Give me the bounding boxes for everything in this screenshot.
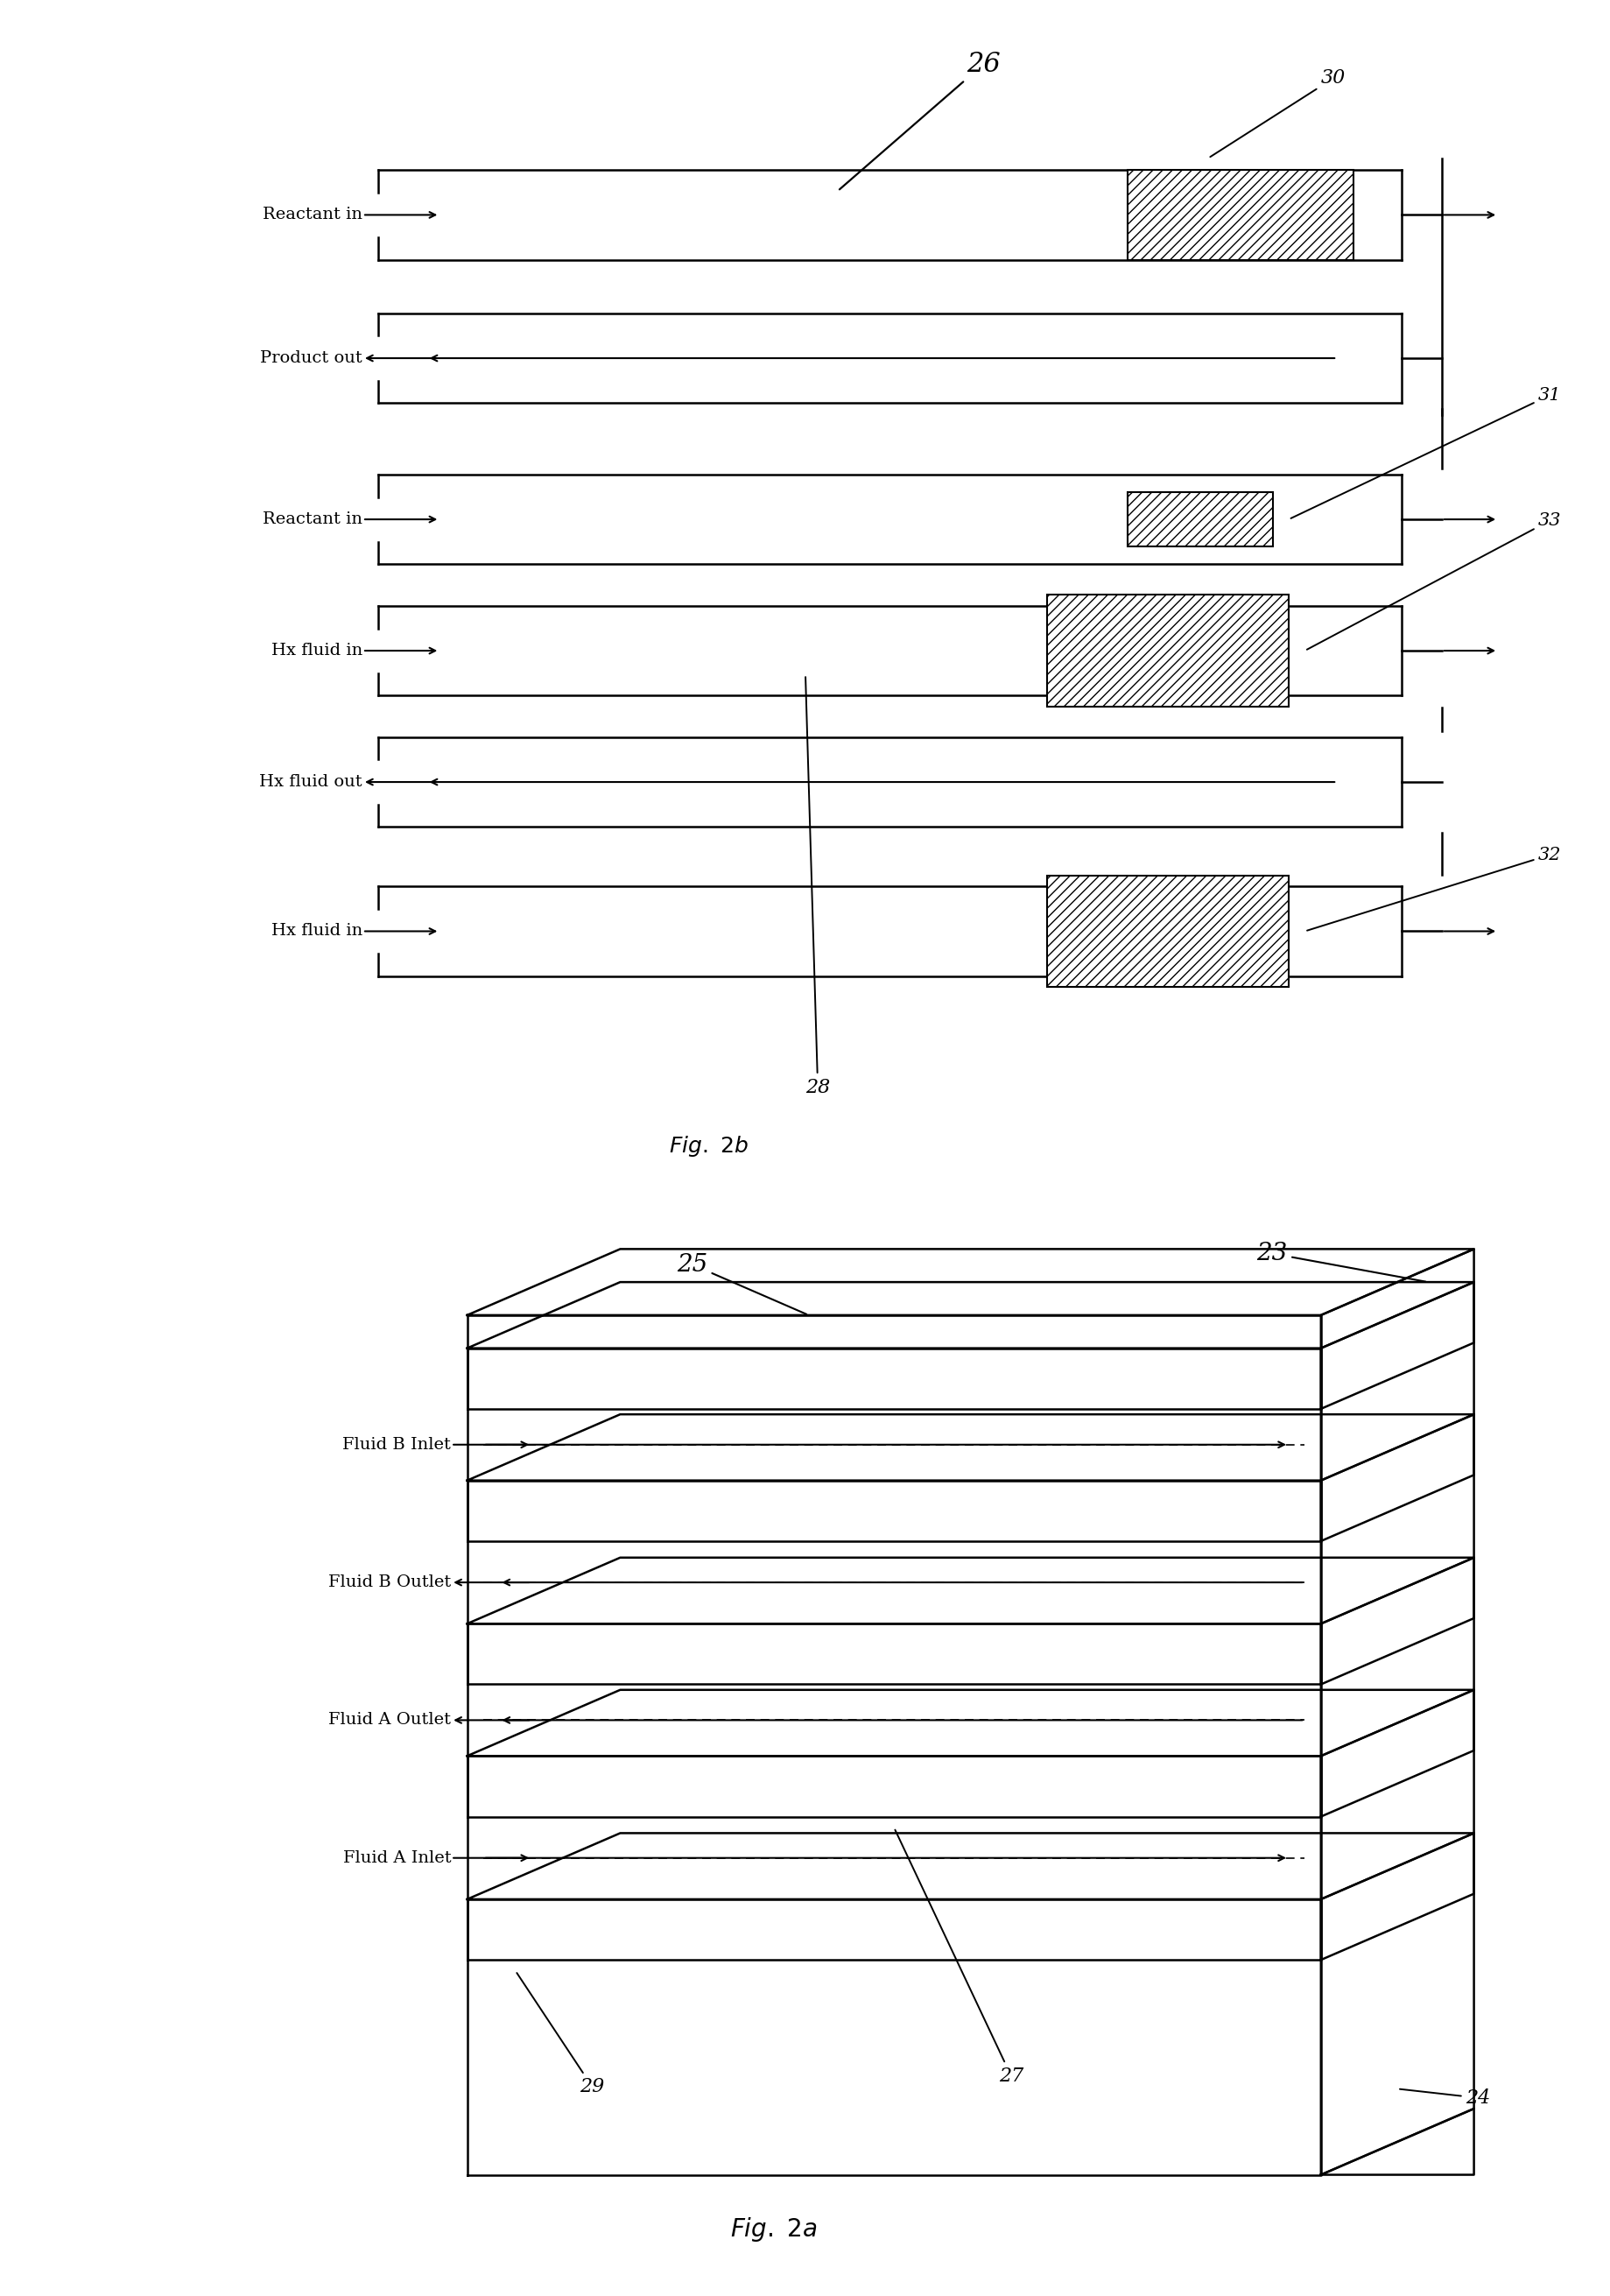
Text: 32: 32 (1306, 847, 1560, 930)
Text: Hx fluid out: Hx fluid out (259, 774, 362, 790)
Text: 24: 24 (1399, 2089, 1489, 2108)
Text: Reactant in: Reactant in (262, 207, 362, 223)
Text: Fluid B Outlet: Fluid B Outlet (328, 1575, 451, 1591)
Text: Hx fluid in: Hx fluid in (270, 643, 362, 659)
Text: Fluid A Inlet: Fluid A Inlet (343, 1851, 451, 1867)
Text: 31: 31 (1290, 386, 1560, 519)
Bar (1046, 595, 1288, 707)
Text: 33: 33 (1306, 512, 1560, 650)
Text: Fluid B Inlet: Fluid B Inlet (343, 1437, 451, 1453)
Text: 26: 26 (839, 51, 1000, 191)
Bar (1127, 491, 1272, 546)
Text: 23: 23 (1256, 1242, 1425, 1281)
Text: 29: 29 (517, 1972, 604, 2096)
Text: Reactant in: Reactant in (262, 512, 362, 528)
Text: 27: 27 (895, 1830, 1022, 2085)
Text: Product out: Product out (261, 351, 362, 365)
Text: $\mathit{Fig.\ 2b}$: $\mathit{Fig.\ 2b}$ (668, 1134, 749, 1159)
Text: Fluid A Outlet: Fluid A Outlet (328, 1713, 451, 1729)
Text: 28: 28 (805, 677, 829, 1097)
Text: 30: 30 (1209, 69, 1344, 156)
Text: Hx fluid in: Hx fluid in (270, 923, 362, 939)
Text: 25: 25 (676, 1254, 807, 1313)
Bar (1127, 170, 1352, 259)
Text: $\mathit{Fig.\ 2a}$: $\mathit{Fig.\ 2a}$ (729, 2216, 816, 2243)
Bar (1046, 875, 1288, 987)
